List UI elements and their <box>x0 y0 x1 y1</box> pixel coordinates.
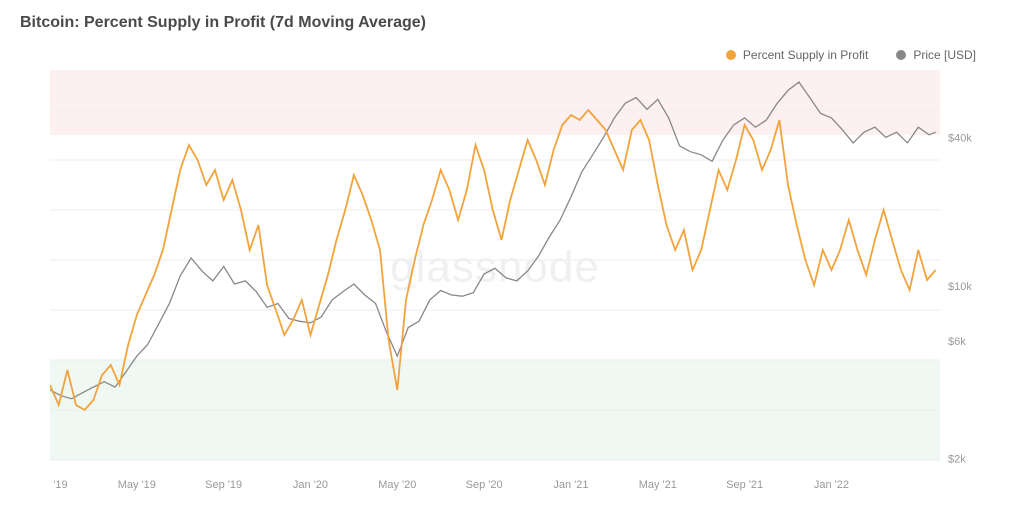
legend-label-price: Price [USD] <box>913 48 976 62</box>
legend-item-price: Price [USD] <box>896 48 976 62</box>
chart-area: 30%40%50%60%70%80%90%100%$2k$6k$10k$40kJ… <box>50 70 980 500</box>
x-axis-label: Sep '20 <box>466 479 503 491</box>
x-axis-label: Jan '19 <box>50 479 68 491</box>
x-axis-label: May '20 <box>378 479 416 491</box>
y-right-label: $40k <box>948 132 972 144</box>
x-axis-label: Jan '22 <box>814 479 849 491</box>
chart-band <box>50 70 940 135</box>
legend-item-profit: Percent Supply in Profit <box>726 48 868 62</box>
watermark: glassnode <box>390 243 600 292</box>
legend-label-profit: Percent Supply in Profit <box>743 48 868 62</box>
legend: Percent Supply in Profit Price [USD] <box>726 48 976 62</box>
legend-swatch-profit <box>726 50 736 60</box>
chart-title: Bitcoin: Percent Supply in Profit (7d Mo… <box>0 0 1024 32</box>
x-axis-label: May '21 <box>639 479 677 491</box>
x-axis-label: Jan '21 <box>553 479 588 491</box>
y-right-label: $2k <box>948 454 966 466</box>
legend-swatch-price <box>896 50 906 60</box>
x-axis-label: Sep '19 <box>205 479 242 491</box>
x-axis-label: Sep '21 <box>726 479 763 491</box>
chart-svg: 30%40%50%60%70%80%90%100%$2k$6k$10k$40kJ… <box>50 70 980 500</box>
y-right-label: $10k <box>948 281 972 293</box>
y-right-label: $6k <box>948 336 966 348</box>
x-axis-label: May '19 <box>118 479 156 491</box>
x-axis-label: Jan '20 <box>293 479 328 491</box>
